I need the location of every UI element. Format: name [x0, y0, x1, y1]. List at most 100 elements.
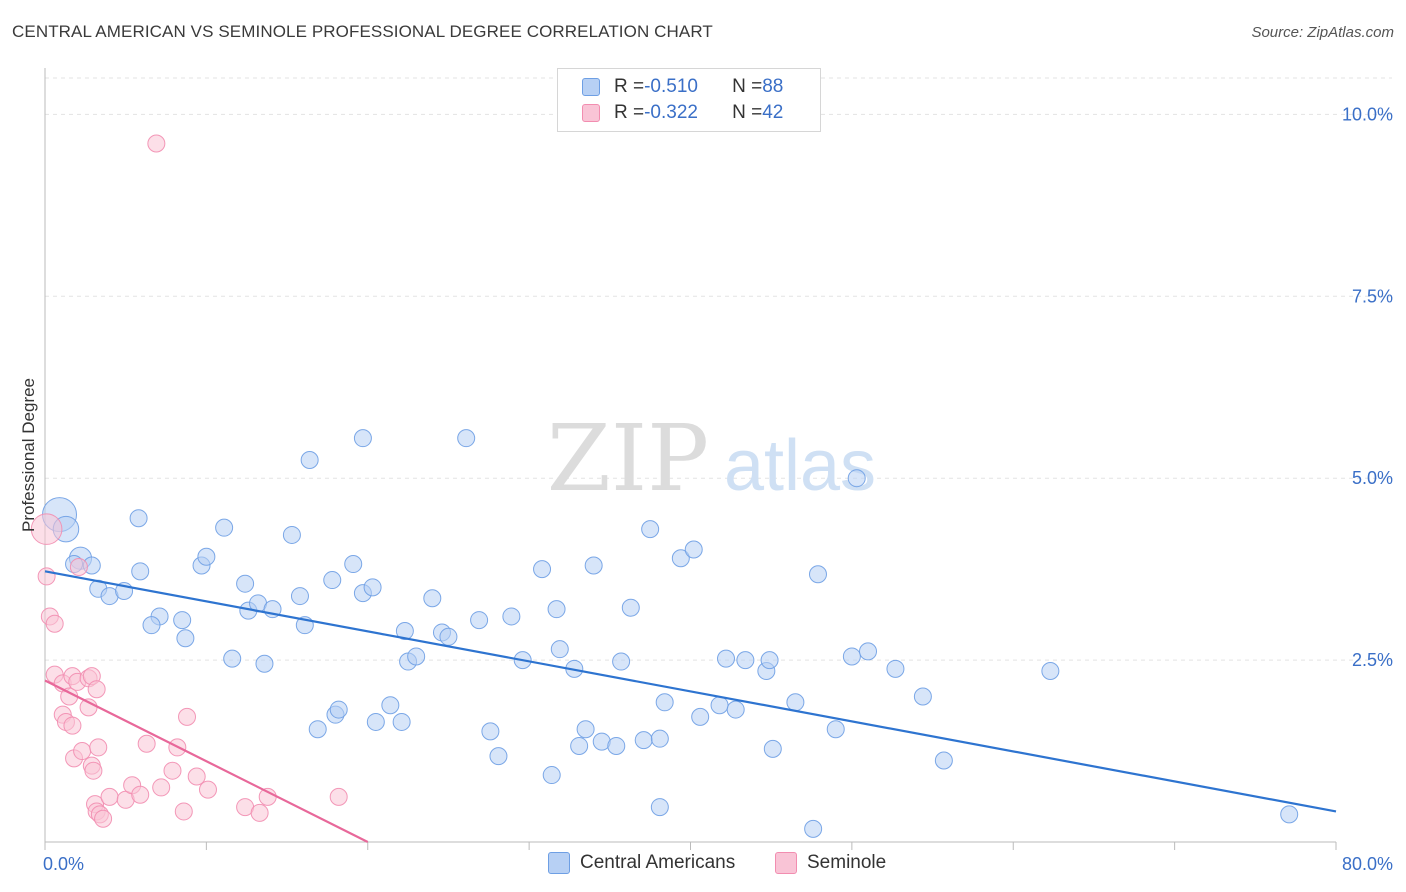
data-point-central-americans [533, 560, 552, 579]
legend-r-value: -0.322 [644, 102, 698, 123]
bottom-legend-label: Central Americans [580, 852, 736, 873]
bottom-legend-swatch-seminole [775, 852, 797, 874]
data-point-central-americans [859, 642, 878, 661]
data-point-central-americans [726, 700, 745, 719]
data-point-central-americans [323, 571, 342, 590]
data-point-seminole [198, 780, 217, 799]
data-point-seminole [30, 513, 63, 545]
data-point-seminole [87, 680, 106, 699]
legend-r-value: -0.510 [644, 76, 698, 97]
data-point-central-americans [423, 589, 442, 608]
chart-title: CENTRAL AMERICAN VS SEMINOLE PROFESSIONA… [12, 22, 713, 41]
y-tick-label: 5.0% [1352, 468, 1393, 488]
data-point-central-americans [366, 712, 385, 731]
legend: R = -0.510 N = 88 R = -0.322 N = 42 [557, 68, 821, 132]
legend-row-central-americans: R = -0.510 N = 88 [582, 75, 783, 99]
data-point-seminole [178, 707, 197, 726]
data-point-central-americans [671, 549, 690, 568]
data-point-central-americans [363, 578, 382, 597]
data-point-central-americans [847, 469, 866, 488]
data-point-seminole [329, 787, 348, 806]
data-point-central-americans [612, 652, 631, 671]
data-point-seminole [163, 761, 182, 780]
data-point-seminole [187, 767, 206, 786]
bottom-legend-central-americans: Central Americans [548, 852, 735, 874]
data-point-central-americans [826, 720, 845, 739]
data-point-central-americans [684, 540, 703, 559]
legend-n-value: 42 [762, 102, 784, 123]
data-point-central-americans [308, 720, 327, 739]
data-point-central-americans [650, 729, 669, 748]
data-point-central-americans [570, 736, 589, 755]
data-point-central-americans [542, 766, 561, 785]
data-point-seminole [69, 557, 88, 576]
trend-lines [44, 570, 1337, 843]
data-point-central-americans [392, 712, 411, 731]
data-point-central-americans [641, 520, 660, 539]
data-point-central-americans [691, 707, 710, 726]
data-point-seminole [137, 734, 156, 753]
data-point-central-americans [655, 693, 674, 712]
data-point-central-americans [255, 654, 274, 673]
data-point-central-americans [176, 629, 195, 648]
data-point-central-americans [142, 616, 161, 635]
legend-n-label: N = [732, 76, 763, 97]
data-point-central-americans [650, 798, 669, 817]
data-point-central-americans [215, 518, 234, 537]
data-point-seminole [89, 738, 108, 757]
data-point-central-americans [502, 607, 521, 626]
data-point-central-americans [710, 696, 729, 715]
data-point-central-americans [173, 611, 192, 630]
data-point-central-americans [763, 739, 782, 758]
bottom-legend-label: Seminole [807, 852, 887, 873]
legend-r-label: R = [614, 102, 645, 123]
data-point-seminole [84, 761, 103, 780]
data-point-central-americans [886, 659, 905, 678]
trend-line-seminole [44, 679, 369, 843]
data-point-central-americans [344, 555, 363, 574]
source-label: Source: ZipAtlas.com [1251, 24, 1394, 41]
bottom-legend-seminole: Seminole [775, 852, 886, 874]
data-point-central-americans [223, 649, 242, 668]
y-tick-label: 7.5% [1352, 286, 1393, 306]
data-point-seminole [100, 787, 119, 806]
data-point-central-americans [584, 556, 603, 575]
data-point-central-americans [282, 525, 301, 544]
x-tick-label: 0.0% [43, 854, 84, 874]
data-point-central-americans [395, 621, 414, 640]
data-point-seminole [174, 802, 193, 821]
data-point-central-americans [736, 651, 755, 670]
data-point-central-americans [786, 693, 805, 712]
bottom-legend-swatch-central-americans [548, 852, 570, 874]
data-point-central-americans [470, 611, 489, 630]
data-point-central-americans [621, 598, 640, 617]
data-point-central-americans [131, 562, 150, 581]
legend-row-seminole: R = -0.322 N = 42 [582, 101, 783, 125]
y-axis-label: Professional Degree [19, 378, 38, 532]
data-point-central-americans [1041, 662, 1060, 681]
data-point-seminole [73, 742, 92, 761]
data-point-central-americans [634, 731, 653, 750]
data-points [30, 134, 1299, 838]
data-point-seminole [63, 716, 82, 735]
grid-lines [45, 77, 1392, 661]
legend-n-label: N = [732, 102, 763, 123]
data-point-central-americans [717, 649, 736, 668]
data-point-central-americans [290, 587, 309, 606]
data-point-central-americans [913, 687, 932, 706]
data-point-central-americans [842, 647, 861, 666]
data-point-central-americans [576, 720, 595, 739]
data-point-seminole [131, 785, 150, 804]
legend-n-value: 88 [762, 76, 784, 97]
data-point-central-americans [607, 736, 626, 755]
data-point-central-americans [760, 651, 779, 670]
data-point-central-americans [457, 429, 476, 448]
data-point-central-americans [547, 600, 566, 619]
data-point-central-americans [1280, 805, 1299, 824]
data-point-central-americans [934, 751, 953, 770]
data-point-central-americans [129, 509, 148, 528]
data-point-central-americans [381, 696, 400, 715]
y-tick-label: 10.0% [1342, 104, 1393, 124]
data-point-seminole [94, 809, 113, 828]
watermark-zip: ZIP [547, 405, 709, 512]
